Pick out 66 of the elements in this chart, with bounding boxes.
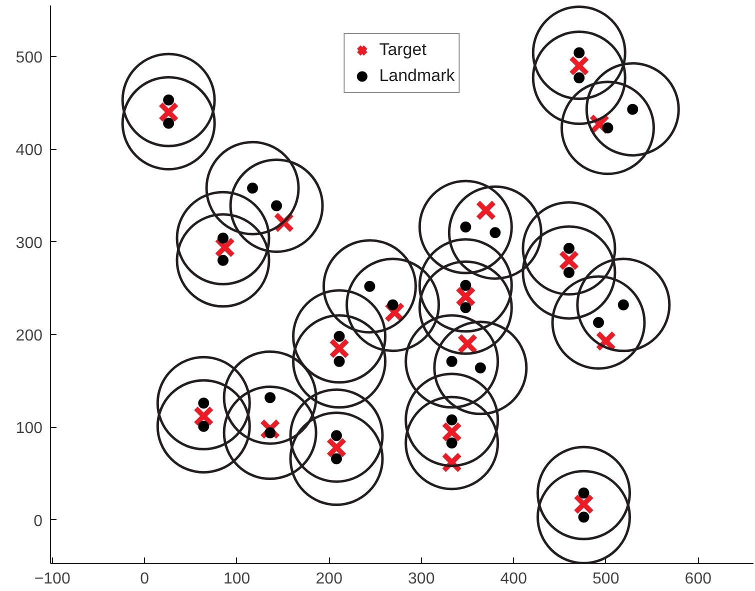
x-tick-label: 200 [316,570,343,588]
point [328,338,350,359]
point [334,356,345,367]
point [476,200,496,221]
point [218,254,229,266]
x-tick-label: 0 [140,570,150,588]
point [163,118,174,129]
point [264,392,276,404]
point [460,222,472,233]
point [457,334,478,354]
y-tick-label: 500 [16,49,43,66]
point [271,200,282,212]
x-tick-label: −100 [34,570,70,588]
x-tick-label: 300 [408,570,435,588]
point [218,232,229,244]
point [627,104,638,115]
point [326,437,347,458]
point [330,430,342,442]
point [158,102,179,122]
point [596,330,616,352]
point [568,55,590,76]
point [446,356,458,367]
x-tick-label: 100 [224,570,250,588]
point [334,330,345,342]
y-tick-label: 0 [34,512,43,530]
point [442,422,462,442]
point [474,362,486,374]
legend-label: Landmark [379,66,455,86]
point [247,182,258,194]
point [563,266,574,278]
point [558,250,580,271]
point [442,452,462,473]
x-tick-label: 500 [592,570,620,588]
x-tick-label: 400 [500,570,528,588]
point [260,418,280,440]
point [490,227,501,238]
point [563,242,574,254]
point [193,406,214,426]
point [446,438,458,448]
point [574,47,585,58]
point [602,122,614,134]
y-tick-label: 400 [16,142,43,160]
point [214,237,236,258]
point [578,488,590,499]
point [573,494,594,514]
y-tick-label: 300 [16,234,43,252]
point [198,398,210,409]
point [593,317,604,328]
point [330,453,342,464]
y-tick-label: 100 [16,420,43,438]
legend-label: Target [379,40,426,60]
point [387,299,398,310]
point [264,427,276,438]
point [364,280,376,292]
point [455,286,476,307]
x-tick-label: 600 [684,570,712,588]
point [460,302,472,314]
y-tick-label: 200 [16,328,43,345]
point [574,72,585,84]
point [578,512,590,523]
point [163,94,174,106]
point [384,302,405,323]
point [618,299,629,310]
point [446,414,458,426]
point [460,280,472,291]
point [198,420,210,432]
